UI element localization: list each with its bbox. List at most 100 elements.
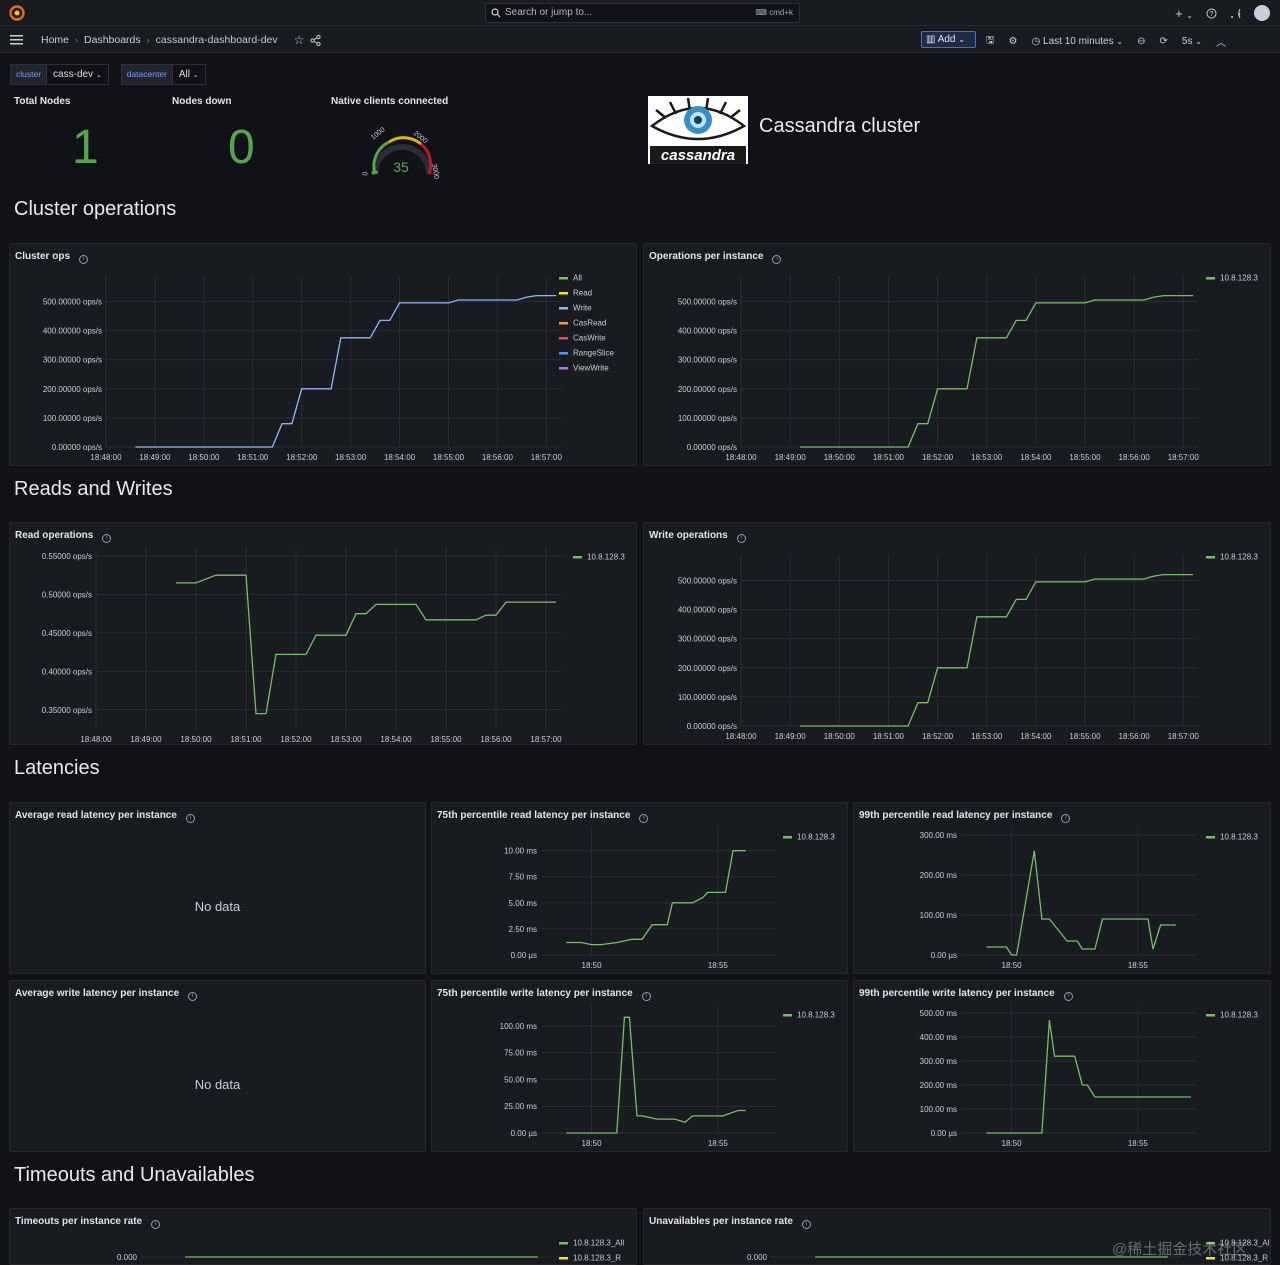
x-axis-tick-label: 18:50:00: [824, 453, 856, 462]
chart-write-operations: 0.00000 ops/s 100.00000 ops/s 200.00000 op…: [678, 553, 1259, 742]
row-title-cluster-operations[interactable]: Cluster operations: [14, 198, 177, 220]
y-axis-tick-label: 300.00 ms: [920, 831, 957, 840]
y-axis-tick-label: 7.50 ms: [509, 873, 537, 882]
chart-p99-write-latency: 0.00 µs 100.00 ms 200.00 ms 300.00 ms 400.00…: [920, 1005, 1258, 1148]
panel-p99-read-latency[interactable]: 99th percentile read latency per instanc…: [853, 802, 1271, 974]
x-axis-tick-label: 18:55: [1128, 961, 1149, 970]
panel-timeouts[interactable]: Timeouts per instance rate i 0.000 10.8.12…: [9, 1208, 637, 1265]
x-axis-tick-label: 18:53:00: [335, 453, 367, 462]
panel-ops-per-instance[interactable]: Operations per instance i 0.00000 ops/s 10…: [643, 243, 1271, 466]
x-axis-tick-label: 18:55:00: [433, 453, 465, 462]
info-icon[interactable]: i: [1063, 992, 1073, 1001]
row-title-reads-writes[interactable]: Reads and Writes: [14, 478, 173, 500]
y-axis-tick-label: 100.00 ms: [920, 911, 957, 920]
series-line: [135, 294, 557, 448]
series-line: [566, 1016, 746, 1134]
search-icon: [491, 8, 501, 18]
y-axis-tick-label: 500.00000 ops/s: [43, 297, 102, 306]
variable-label: cluster: [10, 64, 48, 85]
panel-read-operations[interactable]: Read operations i 0.35000 ops/s 0.40000 op…: [9, 522, 637, 745]
star-icon[interactable]: ☆: [293, 33, 305, 47]
panel-avg-read-latency[interactable]: Average read latency per instance i No da…: [9, 802, 426, 974]
breadcrumb-home[interactable]: Home: [41, 34, 70, 46]
add-button[interactable]: ▥ Add ⌄: [921, 31, 976, 48]
info-icon[interactable]: i: [151, 1220, 161, 1229]
info-icon[interactable]: i: [801, 1220, 811, 1229]
panel-title: Operations per instance i: [649, 251, 782, 264]
y-axis-tick-label: 2.50 ms: [509, 925, 537, 934]
info-icon[interactable]: i: [188, 992, 198, 1001]
legend-swatch: [559, 352, 568, 355]
collapse-icon[interactable]: ︿: [1215, 38, 1226, 49]
refresh-icon[interactable]: ⟳: [1159, 36, 1168, 47]
panel-title-text: 99th percentile write latency per instan…: [859, 988, 1055, 999]
panel-p75-read-latency[interactable]: 75th percentile read latency per instanc…: [431, 802, 848, 974]
info-icon[interactable]: i: [639, 814, 649, 823]
breadcrumb-dashboards[interactable]: Dashboards: [84, 34, 141, 46]
add-button-label: Add: [937, 34, 956, 45]
variable-select-datacenter[interactable]: All ⌄: [172, 64, 206, 85]
y-axis-tick-label: 200.00000 ops/s: [678, 385, 737, 394]
settings-gear-icon[interactable]: ⚙: [1008, 36, 1018, 47]
panel-p99-write-latency[interactable]: 99th percentile write latency per instan…: [853, 980, 1271, 1152]
x-axis-tick-label: 18:52:00: [286, 453, 318, 462]
y-axis-tick-label: 0.35000 ops/s: [42, 706, 92, 715]
legend-label: 10.8.128.3_All: [1220, 1239, 1271, 1248]
info-icon[interactable]: i: [641, 992, 651, 1001]
y-axis-tick-label: 300.00000 ops/s: [43, 356, 102, 365]
watermark: @稀土掘金技术社区: [1112, 1241, 1248, 1258]
panel-p75-write-latency[interactable]: 75th percentile write latency per instan…: [431, 980, 848, 1152]
legend-swatch: [573, 556, 582, 559]
row-title-latencies[interactable]: Latencies: [14, 757, 100, 779]
legend-swatch: [1206, 556, 1215, 559]
info-icon[interactable]: i: [102, 534, 112, 543]
news-feed-icon[interactable]: [1230, 8, 1241, 19]
info-icon[interactable]: i: [185, 814, 195, 823]
y-axis-tick-label: 0.00 µs: [511, 1129, 537, 1138]
panel-write-operations[interactable]: Write operations i 0.00000 ops/s 100.00000…: [643, 522, 1271, 745]
x-axis-tick-label: 18:53:00: [971, 453, 1003, 462]
grafana-logo-icon[interactable]: [9, 5, 25, 21]
info-icon[interactable]: i: [1061, 814, 1071, 823]
panel-unavailables[interactable]: Unavailables per instance rate i 0.000 10.…: [643, 1208, 1271, 1265]
save-dashboard-icon[interactable]: 🖫: [986, 35, 995, 46]
refresh-interval-picker[interactable]: 5s ⌄: [1182, 36, 1202, 47]
row-title-timeouts-unavailables[interactable]: Timeouts and Unavailables: [14, 1164, 255, 1186]
time-range-picker[interactable]: ◷ Last 10 minutes ⌄: [1032, 36, 1124, 47]
x-axis-tick-label: 18:50: [582, 1139, 603, 1148]
variable-value: cass-dev: [53, 69, 94, 80]
legend-swatch: [559, 307, 568, 310]
x-axis-tick-label: 18:56:00: [480, 735, 512, 744]
add-panel-icon: ▥: [926, 34, 936, 45]
x-axis-tick-label: 18:54:00: [1020, 732, 1052, 741]
gauge-threshold-yellow: [388, 136, 422, 146]
info-icon[interactable]: i: [772, 255, 782, 264]
panel-title: 99th percentile write latency per instan…: [859, 988, 1073, 1001]
variable-select-cluster[interactable]: cass-dev ⌄: [47, 64, 109, 85]
info-icon[interactable]: i: [79, 255, 89, 264]
dashboard-nav-bar: Home › Dashboards › cassandra-dashboard-…: [0, 26, 1280, 53]
zoom-out-icon[interactable]: ⊖: [1137, 36, 1146, 47]
panel-cluster-ops[interactable]: Cluster ops i 0.00000 ops/s 100.00000 ops/…: [9, 243, 637, 466]
legend-swatch: [1206, 277, 1215, 280]
chevron-down-icon: ⌄: [192, 72, 199, 79]
menu-icon[interactable]: [10, 35, 23, 45]
share-icon[interactable]: [310, 34, 322, 46]
chart-ops-per-instance: 0.00000 ops/s 100.00000 ops/s 200.00000 op…: [678, 274, 1259, 463]
y-axis-tick-label: 0.55000 ops/s: [42, 552, 92, 561]
search-input[interactable]: Search or jump to... ⌨ cmd+k: [485, 3, 800, 23]
x-axis-tick-label: 18:50:00: [824, 732, 856, 741]
help-icon[interactable]: ?: [1206, 8, 1217, 19]
legend-label: 10.8.128.3: [797, 833, 835, 842]
x-axis-tick-label: 18:48:00: [90, 453, 122, 462]
panel-avg-write-latency[interactable]: Average write latency per instance i No d…: [9, 980, 426, 1152]
x-axis-tick-label: 18:49:00: [130, 735, 162, 744]
info-icon[interactable]: i: [736, 534, 746, 543]
svg-text:?: ?: [1210, 11, 1214, 18]
new-menu-button[interactable]: + ⌄: [1175, 6, 1193, 21]
user-avatar[interactable]: [1254, 5, 1270, 21]
y-axis-tick-label: 300.00000 ops/s: [678, 635, 737, 644]
series-line: [986, 1020, 1191, 1134]
x-axis-tick-label: 18:52:00: [922, 453, 954, 462]
x-axis-tick-label: 18:53:00: [330, 735, 362, 744]
